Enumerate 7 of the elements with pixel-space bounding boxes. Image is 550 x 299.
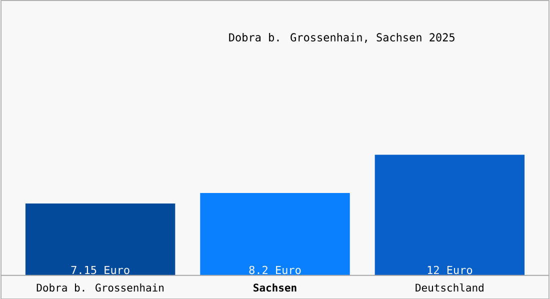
x-tick-label: Dobra b. Grossenhain (36, 283, 164, 292)
x-tick-label: Deutschland (416, 283, 484, 292)
data-label: 12 Euro (428, 266, 472, 274)
x-tick-label: Sachsen (254, 283, 296, 292)
chart-title: Dobra b. Grossenhain, Sachsen 2025 (229, 32, 454, 43)
data-label: 8.2 Euro (249, 266, 301, 274)
data-label: 7.15 Euro (71, 266, 130, 274)
